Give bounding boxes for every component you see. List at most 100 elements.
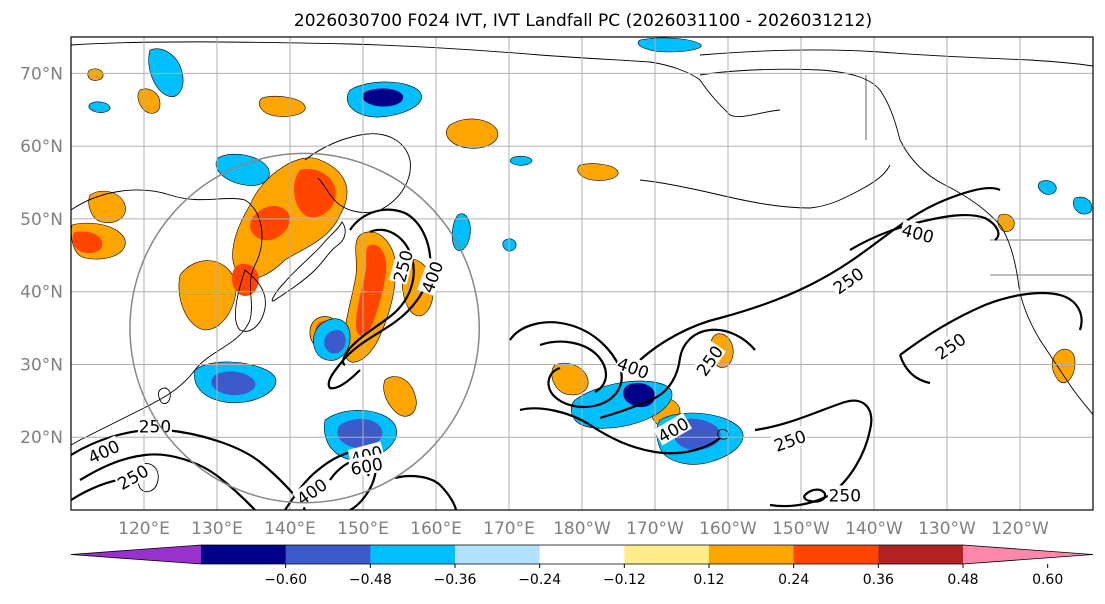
pc-positive-region [577, 163, 619, 181]
pc-positive-region [137, 88, 161, 114]
ivt-contour-400 [849, 213, 1000, 251]
lat-tick-label: 50°N [20, 210, 63, 230]
ivt-contour-250 [394, 474, 458, 510]
lon-tick-label: 120°W [991, 519, 1049, 539]
coastline-hawaii [717, 429, 729, 440]
pc-positive-region [87, 68, 104, 81]
lon-tick-label: 150°W [772, 519, 830, 539]
lon-tick-label: 130°W [918, 519, 976, 539]
ivt-contour-label: 250 [770, 425, 809, 457]
ivt-contour-250 [71, 428, 306, 510]
colorbar-segment [624, 545, 710, 564]
ivt-contour-250 [803, 488, 827, 503]
gridlines-layer [71, 37, 1093, 510]
colorbar-tick-label: −0.12 [603, 572, 646, 588]
ivt-contour-250 [519, 407, 721, 455]
lon-tick-label: 160°E [410, 519, 462, 539]
map-panel: 2504002504006004002504004002504002502504… [20, 36, 1094, 539]
colorbar-tick-label: −0.60 [264, 572, 307, 588]
ivt-contour-250 [898, 354, 931, 385]
figure-title: 2026030700 F024 IVT, IVT Landfall PC (20… [294, 11, 872, 31]
lat-tick-label: 70°N [20, 64, 63, 84]
coastline-north [699, 49, 1093, 67]
lat-tick-label: 30°N [20, 355, 63, 375]
lon-tick-label: 170°W [626, 519, 684, 539]
colorbar: −0.60 −0.48 −0.36 −0.24 −0.12 0.12 0.24 0.36 0.4… [70, 544, 1094, 588]
pc-positive-core [294, 169, 336, 218]
lon-tick-label: 120°E [118, 519, 170, 539]
ivt-contour-250 [327, 208, 432, 390]
lon-tick-label: 130°E [191, 519, 243, 539]
longitude-tick-labels: 120°E 130°E 140°E 150°E 160°E 170°E 180°W 170°W… [118, 519, 1049, 539]
pc-negative-region [509, 155, 533, 166]
lon-tick-label: 140°W [845, 519, 903, 539]
lat-tick-label: 40°N [20, 283, 63, 303]
colorbar-segment [370, 545, 456, 564]
colorbar-segment [709, 545, 795, 564]
colorbar-tick-label: 0.36 [863, 572, 894, 588]
pc-positive-region [383, 376, 417, 417]
lon-tick-label: 150°E [337, 519, 389, 539]
pc-positive-region [88, 190, 126, 223]
ivt-contour-400 [341, 228, 415, 366]
pc-negative-region [215, 153, 270, 186]
landfall-region-circle [129, 152, 480, 504]
coastline-japan [271, 221, 346, 302]
colorbar-extend-max [963, 545, 1093, 564]
colorbar-segment [201, 545, 287, 564]
map-frame [70, 36, 1094, 511]
pc-positive-region [551, 362, 589, 396]
pc-negative-core [211, 371, 256, 396]
colorbar-tick-label: −0.48 [349, 572, 392, 588]
lat-tick-label: 20°N [20, 428, 63, 448]
pc-negative-core [324, 329, 346, 354]
pc-positive-core [72, 231, 103, 254]
pc-positive-core [250, 205, 290, 241]
colorbar-tick-label: 0.24 [778, 572, 809, 588]
lat-tick-label: 60°N [20, 137, 63, 157]
colorbar-tick-label: −0.24 [518, 572, 561, 588]
latitude-tick-labels: 70°N 60°N 50°N 40°N 30°N 20°N [20, 64, 63, 448]
coastline-siberia [71, 41, 781, 118]
ivt-contour-250 [639, 186, 1001, 361]
lon-tick-label: 180°W [553, 519, 611, 539]
pc-negative-core [337, 418, 383, 448]
pc-positive-region [258, 95, 306, 117]
colorbar-segment [285, 545, 371, 564]
pc-positive-region [446, 118, 499, 149]
coastline-korea [235, 269, 266, 332]
colorbar-segment [539, 545, 625, 564]
coastlines-layer [71, 41, 1093, 493]
ivt-contour-250 [899, 291, 1083, 356]
pc-negative-region [1073, 196, 1093, 215]
ivt-contour-250 [509, 321, 623, 409]
colorbar-outline [70, 544, 1094, 565]
ivt-contour-label: 250 [827, 485, 862, 506]
pc-positive-core [356, 244, 387, 336]
country-border-canada-us [865, 75, 1093, 276]
pc-negative-region [88, 101, 111, 113]
pc-positive-region [1051, 348, 1076, 384]
coastline-taiwan [158, 387, 171, 404]
ivt-contour-400 [599, 328, 756, 420]
lon-tick-label: 140°E [264, 519, 316, 539]
pc-negative-core [362, 88, 404, 107]
pc-negative-region [637, 37, 702, 53]
ivt-contour-label-text: 250 [829, 486, 861, 506]
pc-positive-region [178, 260, 237, 331]
colorbar-segment [455, 545, 541, 564]
lon-tick-label: 170°E [483, 519, 535, 539]
colorbar-tick-label: 0.60 [1032, 572, 1063, 588]
ivt-contour-label-text: 250 [139, 417, 171, 437]
colorbar-segment [793, 545, 879, 564]
colorbar-extend-min [71, 545, 201, 564]
colorbar-tick-label: 0.48 [947, 572, 978, 588]
colorbar-segment [878, 545, 964, 564]
colorbar-tick-label: 0.12 [693, 572, 724, 588]
ivt-contour-label: 400 [899, 219, 937, 248]
ivt-contour-400 [539, 340, 607, 393]
coastline-asia [71, 189, 263, 446]
ivt-contour-label: 600 [348, 453, 385, 480]
colorbar-tick-label: −0.36 [434, 572, 477, 588]
